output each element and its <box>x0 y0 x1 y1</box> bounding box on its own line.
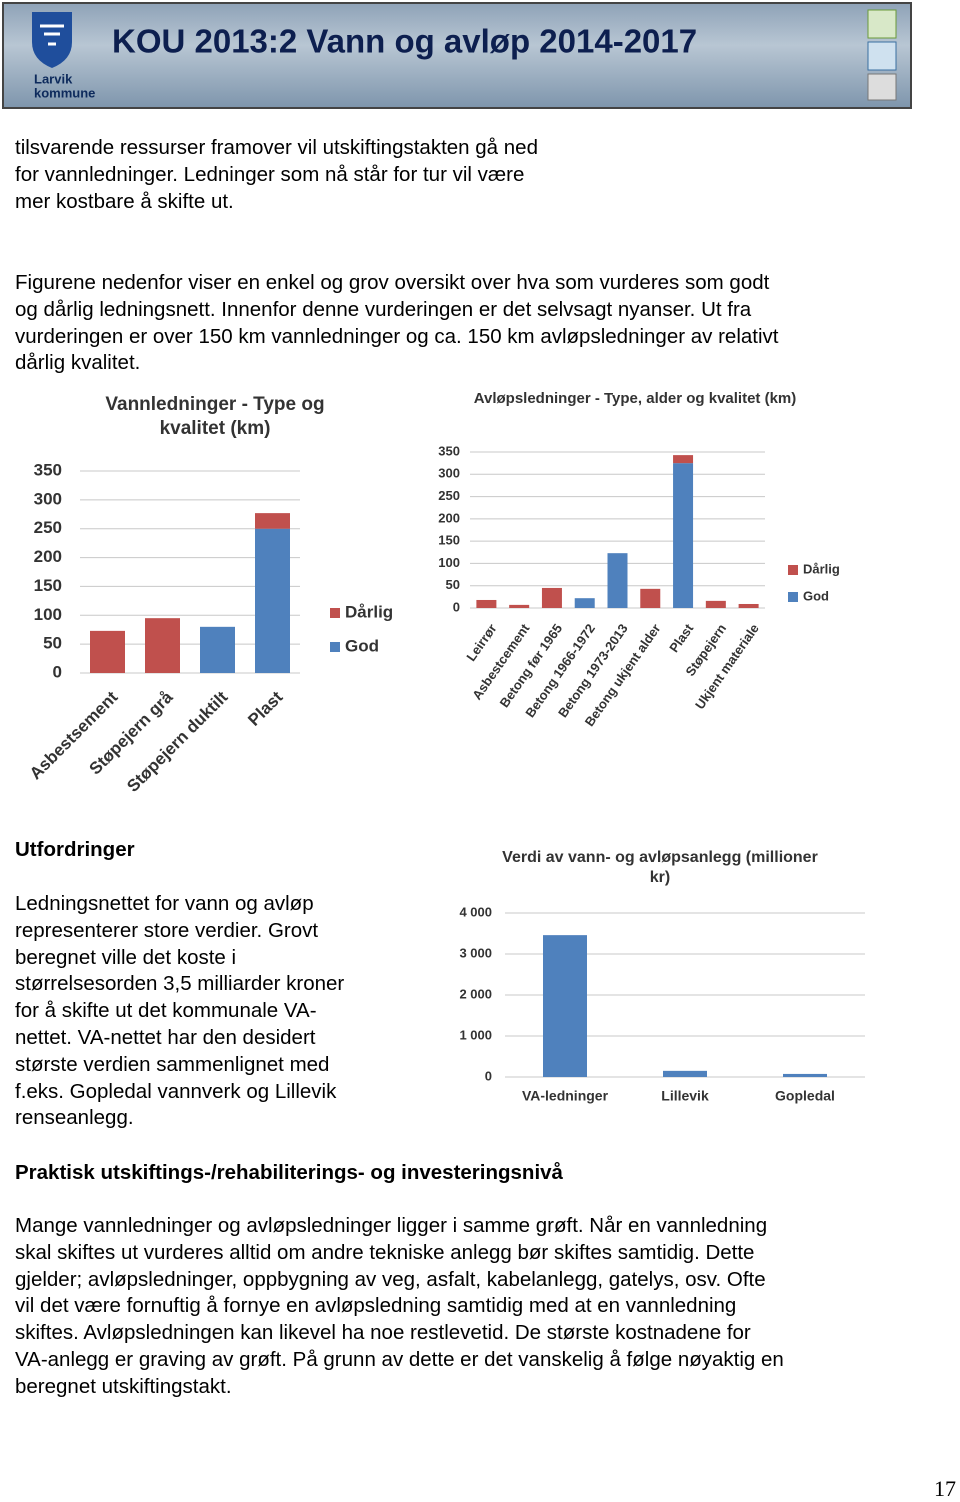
y-tick-label: 350 <box>34 460 62 479</box>
bar <box>255 528 290 673</box>
x-tick-label: Plast <box>666 621 696 656</box>
page-number: 17 <box>934 1476 956 1501</box>
bar <box>476 599 497 608</box>
y-tick-label: 2 000 <box>459 986 492 1001</box>
text-line: Mange vannledninger og avløpsledninger l… <box>15 1214 768 1237</box>
section-heading: Praktisk utskiftings-/rehabiliterings- o… <box>15 1161 563 1184</box>
header-banner: Larvik kommune KOU 2013:2 Vann og avløp … <box>2 2 912 109</box>
bar <box>574 598 595 608</box>
legend-swatch <box>330 608 340 618</box>
logo-icon <box>867 73 897 101</box>
text-line: gjelder; avløpsledninger, oppbygning av … <box>15 1267 766 1291</box>
bar <box>607 553 628 608</box>
y-tick-label: 250 <box>34 518 62 537</box>
bar <box>200 626 235 673</box>
y-tick-label: 0 <box>485 1068 492 1083</box>
text-line: VA-anlegg er graving av grøft. På grunn … <box>15 1348 784 1371</box>
x-tick-label: Gopledal <box>775 1088 835 1104</box>
text-line: størrelsesorden 3,5 milliarder kroner <box>15 972 345 996</box>
y-tick-label: 200 <box>34 547 62 566</box>
bar <box>90 630 125 673</box>
legend-label: God <box>345 636 379 655</box>
y-tick-label: 3 000 <box>459 945 492 960</box>
text-line: og dårlig ledningsnett. Innenfor denne v… <box>15 297 752 321</box>
text-line: f.eks. Gopledal vannverk og Lillevik <box>15 1079 337 1103</box>
logo-icon <box>867 41 897 71</box>
x-tick-label: VA-ledninger <box>522 1088 609 1104</box>
y-tick-label: 150 <box>438 533 460 548</box>
text-line: mer kostbare å skifte ut. <box>15 189 234 213</box>
logo-text: kommune <box>34 85 95 100</box>
text-line: for vannledninger. Ledninger som nå står… <box>15 162 525 186</box>
bar <box>783 1073 827 1077</box>
bar <box>255 513 290 529</box>
y-tick-label: 300 <box>438 466 460 481</box>
y-tick-label: 200 <box>438 510 460 525</box>
logo-text: Larvik <box>34 71 73 86</box>
y-tick-label: 100 <box>34 605 62 624</box>
y-tick-label: 1 000 <box>459 1027 492 1042</box>
logo-icon <box>867 9 897 39</box>
legend-swatch <box>788 565 798 575</box>
legend-swatch <box>788 592 798 602</box>
y-tick-label: 0 <box>53 662 62 681</box>
y-tick-label: 0 <box>453 599 460 614</box>
y-tick-label: 50 <box>446 577 460 592</box>
legend-label: Dårlig <box>345 602 393 621</box>
bar <box>673 455 694 464</box>
bar <box>673 463 694 608</box>
chart-title: Avløpsledninger - Type, alder og kvalite… <box>473 390 797 407</box>
text-line: renseanlegg. <box>15 1106 134 1130</box>
text-line: Ledningsnettet for vann og avløp <box>15 892 314 915</box>
bar <box>541 587 562 608</box>
legend-label: Dårlig <box>803 561 840 576</box>
text-line: nettet. VA-nettet har den desidert <box>15 1026 316 1049</box>
text-line: representerer store verdier. Grovt <box>15 918 319 942</box>
bar <box>543 935 587 1077</box>
bar <box>145 618 180 673</box>
x-tick-label: Plast <box>244 687 286 729</box>
text-line: beregnet ville det koste i <box>15 945 237 969</box>
y-tick-label: 250 <box>438 488 460 503</box>
logo-ship <box>40 24 64 46</box>
y-tick-label: 4 000 <box>459 904 492 919</box>
y-tick-label: 100 <box>438 555 460 570</box>
x-tick-label: Lillevik <box>661 1088 709 1104</box>
y-tick-label: 150 <box>34 576 62 595</box>
bar <box>705 600 726 608</box>
section-heading: Utfordringer <box>15 838 135 861</box>
text-line: vurderingen er over 150 km vannledninger… <box>15 324 779 348</box>
text-line: for å skifte ut det kommunale VA- <box>15 999 317 1023</box>
y-tick-label: 350 <box>438 443 460 458</box>
chart-title: Vannledninger - Type og kvalitet (km) <box>105 394 325 439</box>
text-line: skal skiftes ut vurderes alltid om andre… <box>15 1240 755 1264</box>
bar <box>663 1070 707 1077</box>
text-line: dårlig kvalitet. <box>15 351 141 375</box>
legend-label: God <box>803 588 829 603</box>
text-line: skiftes. Avløpsledningen kan likevel ha … <box>15 1321 751 1345</box>
chart-title: Verdi av vann- og avløpsanlegg (millione… <box>502 849 818 886</box>
x-tick-label: Støpejern duktilt <box>123 687 232 796</box>
legend-swatch <box>330 642 340 652</box>
text-line: største verdien sammenlignet med <box>15 1052 330 1076</box>
bar <box>509 604 530 608</box>
header-title: KOU 2013:2 Vann og avløp 2014-2017 <box>112 23 697 60</box>
y-tick-label: 50 <box>43 634 62 653</box>
y-tick-label: 300 <box>34 489 62 508</box>
text-line: vil det være fornuftig å fornye en avløp… <box>15 1294 737 1318</box>
text-line: tilsvarende ressurser framover vil utski… <box>15 136 538 159</box>
text-line: Figurene nedenfor viser en enkel og grov… <box>15 271 770 294</box>
bar <box>738 603 759 608</box>
bar <box>640 588 661 608</box>
header-graphics: Larvik kommune KOU 2013:2 Vann og avløp … <box>32 9 897 101</box>
text-line: beregnet utskiftingstakt. <box>15 1374 232 1398</box>
